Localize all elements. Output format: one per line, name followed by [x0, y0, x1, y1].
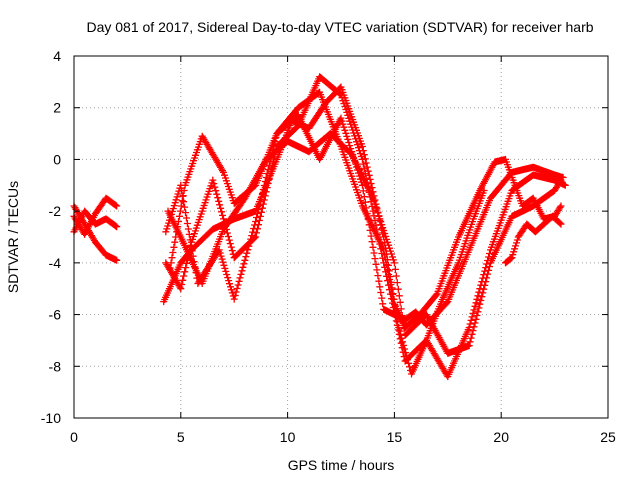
y-tick-label: -2 — [49, 203, 62, 219]
x-tick-label: 10 — [280, 429, 296, 445]
grid — [74, 56, 608, 418]
y-tick-label: 2 — [53, 100, 61, 116]
data-points — [162, 112, 567, 329]
data-points — [166, 88, 565, 331]
data-points — [502, 212, 565, 267]
x-tick-label: 5 — [177, 429, 185, 445]
data-series — [70, 73, 569, 381]
chart-title: Day 081 of 2017, Sidereal Day-to-day VTE… — [86, 19, 593, 35]
axis-ticks: 0 5 10 15 20 25 -10 -8 -6 -4 -2 0 2 4 — [41, 48, 616, 445]
y-tick-label: -6 — [49, 307, 62, 323]
x-tick-label: 25 — [600, 429, 616, 445]
plot-frame — [73, 55, 609, 419]
y-tick-label: -10 — [41, 410, 61, 426]
x-axis-label: GPS time / hours — [288, 457, 395, 473]
y-tick-label: 0 — [53, 151, 61, 167]
y-axis-label: SDTVAR / TECUs — [5, 181, 21, 293]
x-tick-label: 20 — [493, 429, 509, 445]
y-tick-label: 4 — [53, 48, 61, 64]
series-track-i — [502, 212, 565, 267]
y-tick-label: -4 — [49, 255, 62, 271]
series-track-h — [166, 88, 565, 331]
y-tick-label: -8 — [49, 358, 62, 374]
x-tick-label: 0 — [70, 429, 78, 445]
series-track-g — [162, 112, 567, 329]
x-tick-label: 15 — [387, 429, 403, 445]
